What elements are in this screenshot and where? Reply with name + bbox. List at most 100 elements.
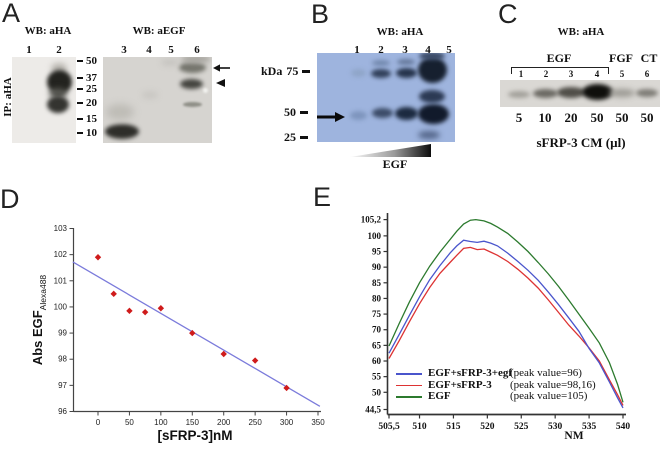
data-point [141,308,149,316]
panel-e-letter: E [313,182,332,212]
y-tick-label: 98 [58,355,67,364]
data-point [157,305,165,312]
x-tick-label: 200 [217,418,231,427]
blot-band [609,89,635,97]
blot-band [51,63,67,73]
mw-tick [302,69,311,73]
volume-value: 5 [515,110,523,125]
blot-band [418,131,440,139]
x-tick-label: 510 [412,422,427,432]
y-tick-label: 44,5 [365,405,381,415]
volume-value: 20 [564,110,578,125]
chart-e-x-axis-label: NM [564,430,584,442]
blot-band [202,87,208,93]
legend-entry: EGF+sFRP-3+egf (peak value=96) [396,368,646,379]
x-tick-label: 150 [186,418,200,427]
group-label-egf: EGF [546,51,572,65]
blot-band [142,91,158,99]
y-tick-label: 85 [372,278,382,288]
mw-marker: 25 [77,82,97,96]
y-tick-label: 99 [58,329,67,338]
lane-label: 1 [26,44,32,56]
legend-peak-value: (peak value=96) [510,367,582,379]
western-blot-image-a-left [12,57,76,143]
y-tick-label: 100 [368,231,382,241]
mw-marker: 25 [284,130,308,144]
lane-label: 4 [425,44,431,56]
blot-band [161,58,179,66]
panel-a-letter: A [2,0,21,28]
legend-entry: EGF+sFRP-3 (peak value=98,16) [396,378,646,391]
x-tick-label: 350 [311,418,325,427]
blot-band [371,108,393,118]
data-point [189,329,196,337]
x-tick-label: 535 [582,422,597,432]
mw-marker: kDa 75 [261,63,311,78]
lane-label: 1 [354,44,360,56]
x-tick-label: 540 [616,422,631,432]
blot-band [417,104,449,124]
panel-d-letter: D [0,184,20,214]
mw-marker: 37 [77,71,97,85]
panel-b-gradient-label: EGF [382,157,408,171]
panel-c-letter: C [498,0,518,29]
series-line-EGF+sFRP-3+egf [388,239,624,409]
lane-label: 6 [644,69,650,79]
y-tick-label: 95 [372,247,382,257]
legend-series-name: EGF+sFRP-3+egf [428,367,513,379]
blot-band [581,84,613,100]
x-tick-label: 530 [548,422,563,432]
legend-series-name: EGF+sFRP-3 [428,378,492,391]
x-tick-label: 50 [125,418,134,427]
blot-band [417,57,447,83]
y-axis-label-subscript: Alexa488 [38,274,49,311]
blot-band [181,57,211,63]
lane-label: 5 [619,69,625,79]
legend-entry: EGF (peak value=105) [396,391,646,402]
lane-label: 2 [378,44,384,56]
lane-label: 2 [543,69,549,79]
blot-band [394,106,418,120]
mw-value: 20 [86,96,97,109]
mw-marker: 50 [77,54,97,68]
mw-tick [77,117,83,121]
lane-label: 3 [568,69,574,79]
data-point [220,350,227,358]
blot-band [178,61,206,73]
volume-value: 50 [590,110,604,125]
group-label-ct: CT [640,51,658,65]
blot-band [106,104,134,120]
group-label-fgf: FGF [609,51,633,65]
blot-band [372,60,390,66]
lane-label: 5 [168,44,174,56]
western-blot-image-a-right [103,57,212,143]
blot-band [350,69,366,77]
x-tick-label: 525 [514,422,529,432]
legend-line-swatch [396,396,422,398]
lane-label: 4 [594,69,600,79]
data-point [110,290,117,298]
lane-label: 3 [121,44,127,56]
mw-marker: 10 [77,126,97,140]
y-tick-label: 96 [58,407,67,416]
blot-band [49,88,67,98]
mw-value: 10 [86,126,97,139]
y-tick-label: 103 [54,224,68,233]
western-blot-strip-c [500,80,660,107]
panel-a-left-blot-title: WB: aHA [24,25,72,37]
lane-label: 5 [446,44,452,56]
lane-label: 2 [56,44,62,56]
blot-band [105,123,139,139]
mw-marker: 20 [77,96,97,110]
lane-label: 3 [402,44,408,56]
kda-unit-label: kDa [261,63,283,78]
x-tick-label: 520 [480,422,495,432]
lane-label: 1 [518,69,524,79]
mw-tick [300,135,308,139]
y-tick-label: 105,2 [361,215,382,225]
panel-b-letter: B [311,0,330,29]
x-tick-label: 515 [446,422,461,432]
y-tick-label: 55 [372,372,382,382]
blot-band [395,68,417,78]
